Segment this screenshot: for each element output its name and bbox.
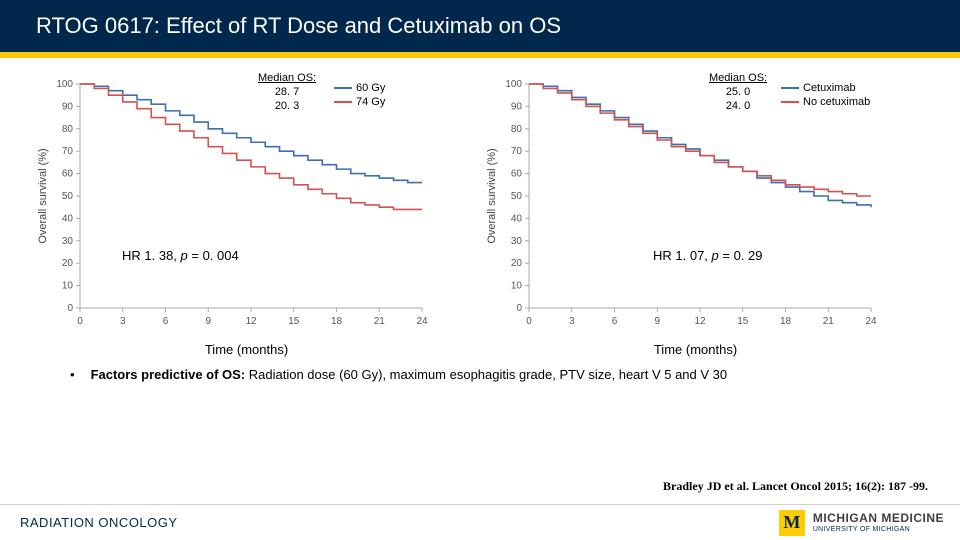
brand-sub: UNIVERSITY OF MICHIGAN: [813, 526, 944, 533]
svg-text:Overall survival (%): Overall survival (%): [486, 148, 498, 243]
bullet-dot: •: [70, 367, 75, 382]
svg-text:24: 24: [865, 316, 877, 327]
legend-right: Cetuximab No cetuximab: [781, 82, 870, 110]
svg-text:0: 0: [67, 303, 73, 314]
x-axis-label: Time (months): [481, 342, 910, 357]
svg-text:Overall survival (%): Overall survival (%): [37, 148, 49, 243]
footer-dept: RADIATION ONCOLOGY: [20, 515, 178, 530]
legend-swatch: [781, 87, 799, 89]
svg-text:15: 15: [288, 316, 300, 327]
svg-text:100: 100: [56, 79, 73, 90]
legend-label: 74 Gy: [356, 96, 385, 108]
svg-text:3: 3: [120, 316, 126, 327]
chart-right: Median OS: 25. 0 24. 0 Cetuximab No cetu…: [481, 76, 910, 357]
median-os-v2: 24. 0: [709, 100, 767, 114]
svg-text:12: 12: [245, 316, 257, 327]
block-m-icon: M: [779, 510, 805, 536]
svg-text:9: 9: [205, 316, 211, 327]
svg-text:0: 0: [77, 316, 83, 327]
svg-text:60: 60: [62, 169, 74, 180]
citation: Bradley JD et al. Lancet Oncol 2015; 16(…: [663, 479, 928, 494]
svg-text:6: 6: [612, 316, 618, 327]
legend-item: No cetuximab: [781, 96, 870, 108]
svg-text:21: 21: [823, 316, 835, 327]
charts-row: Median OS: 28. 7 20. 3 60 Gy 74 Gy HR 1.…: [0, 58, 960, 357]
km-chart-right: 0 10 20 30 40 50 60 70 80 90 100 0 3 6 9 12 15 18 21 24 Over…: [481, 76, 881, 336]
legend-label: Cetuximab: [803, 82, 856, 94]
svg-text:0: 0: [526, 316, 532, 327]
legend-swatch: [334, 101, 352, 103]
svg-text:24: 24: [416, 316, 428, 327]
legend-item: 74 Gy: [334, 96, 385, 108]
svg-text:15: 15: [737, 316, 749, 327]
svg-text:60: 60: [511, 169, 523, 180]
svg-text:0: 0: [516, 303, 522, 314]
svg-text:10: 10: [511, 281, 523, 292]
svg-text:30: 30: [511, 236, 523, 247]
legend-item: 60 Gy: [334, 82, 385, 94]
svg-text:70: 70: [62, 146, 74, 157]
svg-text:9: 9: [654, 316, 660, 327]
median-os-v1: 28. 7: [258, 86, 316, 100]
svg-text:30: 30: [62, 236, 74, 247]
km-chart-left: 0 10 20 30 40 50 60 70 80 90 100 0 3 6 9 12 15 18 21 24 Over…: [32, 76, 432, 336]
hr-text-left: HR 1. 38, p = 0. 004: [122, 248, 239, 263]
svg-text:40: 40: [511, 213, 523, 224]
hr-text-right: HR 1. 07, p = 0. 29: [653, 248, 763, 263]
footer: RADIATION ONCOLOGY M MICHIGAN MEDICINE U…: [0, 504, 960, 540]
svg-text:90: 90: [62, 101, 74, 112]
chart-left: Median OS: 28. 7 20. 3 60 Gy 74 Gy HR 1.…: [32, 76, 461, 357]
svg-text:20: 20: [62, 258, 74, 269]
brand-text: MICHIGAN MEDICINE UNIVERSITY OF MICHIGAN: [813, 512, 944, 533]
footer-brand: M MICHIGAN MEDICINE UNIVERSITY OF MICHIG…: [779, 510, 944, 536]
median-os-left: Median OS: 28. 7 20. 3: [258, 72, 316, 113]
slide-title: RTOG 0617: Effect of RT Dose and Cetuxim…: [36, 13, 561, 39]
svg-text:50: 50: [511, 191, 523, 202]
svg-text:6: 6: [163, 316, 169, 327]
median-os-v2: 20. 3: [258, 100, 316, 114]
brand-main: MICHIGAN MEDICINE: [813, 512, 944, 524]
title-bar: RTOG 0617: Effect of RT Dose and Cetuxim…: [0, 0, 960, 52]
svg-text:80: 80: [511, 124, 523, 135]
svg-text:70: 70: [511, 146, 523, 157]
legend-label: No cetuximab: [803, 96, 870, 108]
svg-text:20: 20: [511, 258, 523, 269]
svg-text:21: 21: [374, 316, 386, 327]
legend-left: 60 Gy 74 Gy: [334, 82, 385, 110]
svg-text:18: 18: [780, 316, 792, 327]
median-os-v1: 25. 0: [709, 86, 767, 100]
svg-text:100: 100: [505, 79, 522, 90]
median-os-label: Median OS:: [258, 72, 316, 86]
legend-label: 60 Gy: [356, 82, 385, 94]
svg-text:40: 40: [62, 213, 74, 224]
svg-text:12: 12: [694, 316, 706, 327]
bullet-text: Factors predictive of OS: Radiation dose…: [91, 367, 728, 382]
svg-text:18: 18: [331, 316, 343, 327]
svg-text:50: 50: [62, 191, 74, 202]
bullet-row: • Factors predictive of OS: Radiation do…: [0, 357, 960, 382]
median-os-label: Median OS:: [709, 72, 767, 86]
median-os-right: Median OS: 25. 0 24. 0: [709, 72, 767, 113]
x-axis-label: Time (months): [32, 342, 461, 357]
legend-item: Cetuximab: [781, 82, 870, 94]
svg-text:80: 80: [62, 124, 74, 135]
slide: RTOG 0617: Effect of RT Dose and Cetuxim…: [0, 0, 960, 540]
legend-swatch: [334, 87, 352, 89]
svg-text:90: 90: [511, 101, 523, 112]
svg-text:10: 10: [62, 281, 74, 292]
svg-text:3: 3: [569, 316, 575, 327]
legend-swatch: [781, 101, 799, 103]
